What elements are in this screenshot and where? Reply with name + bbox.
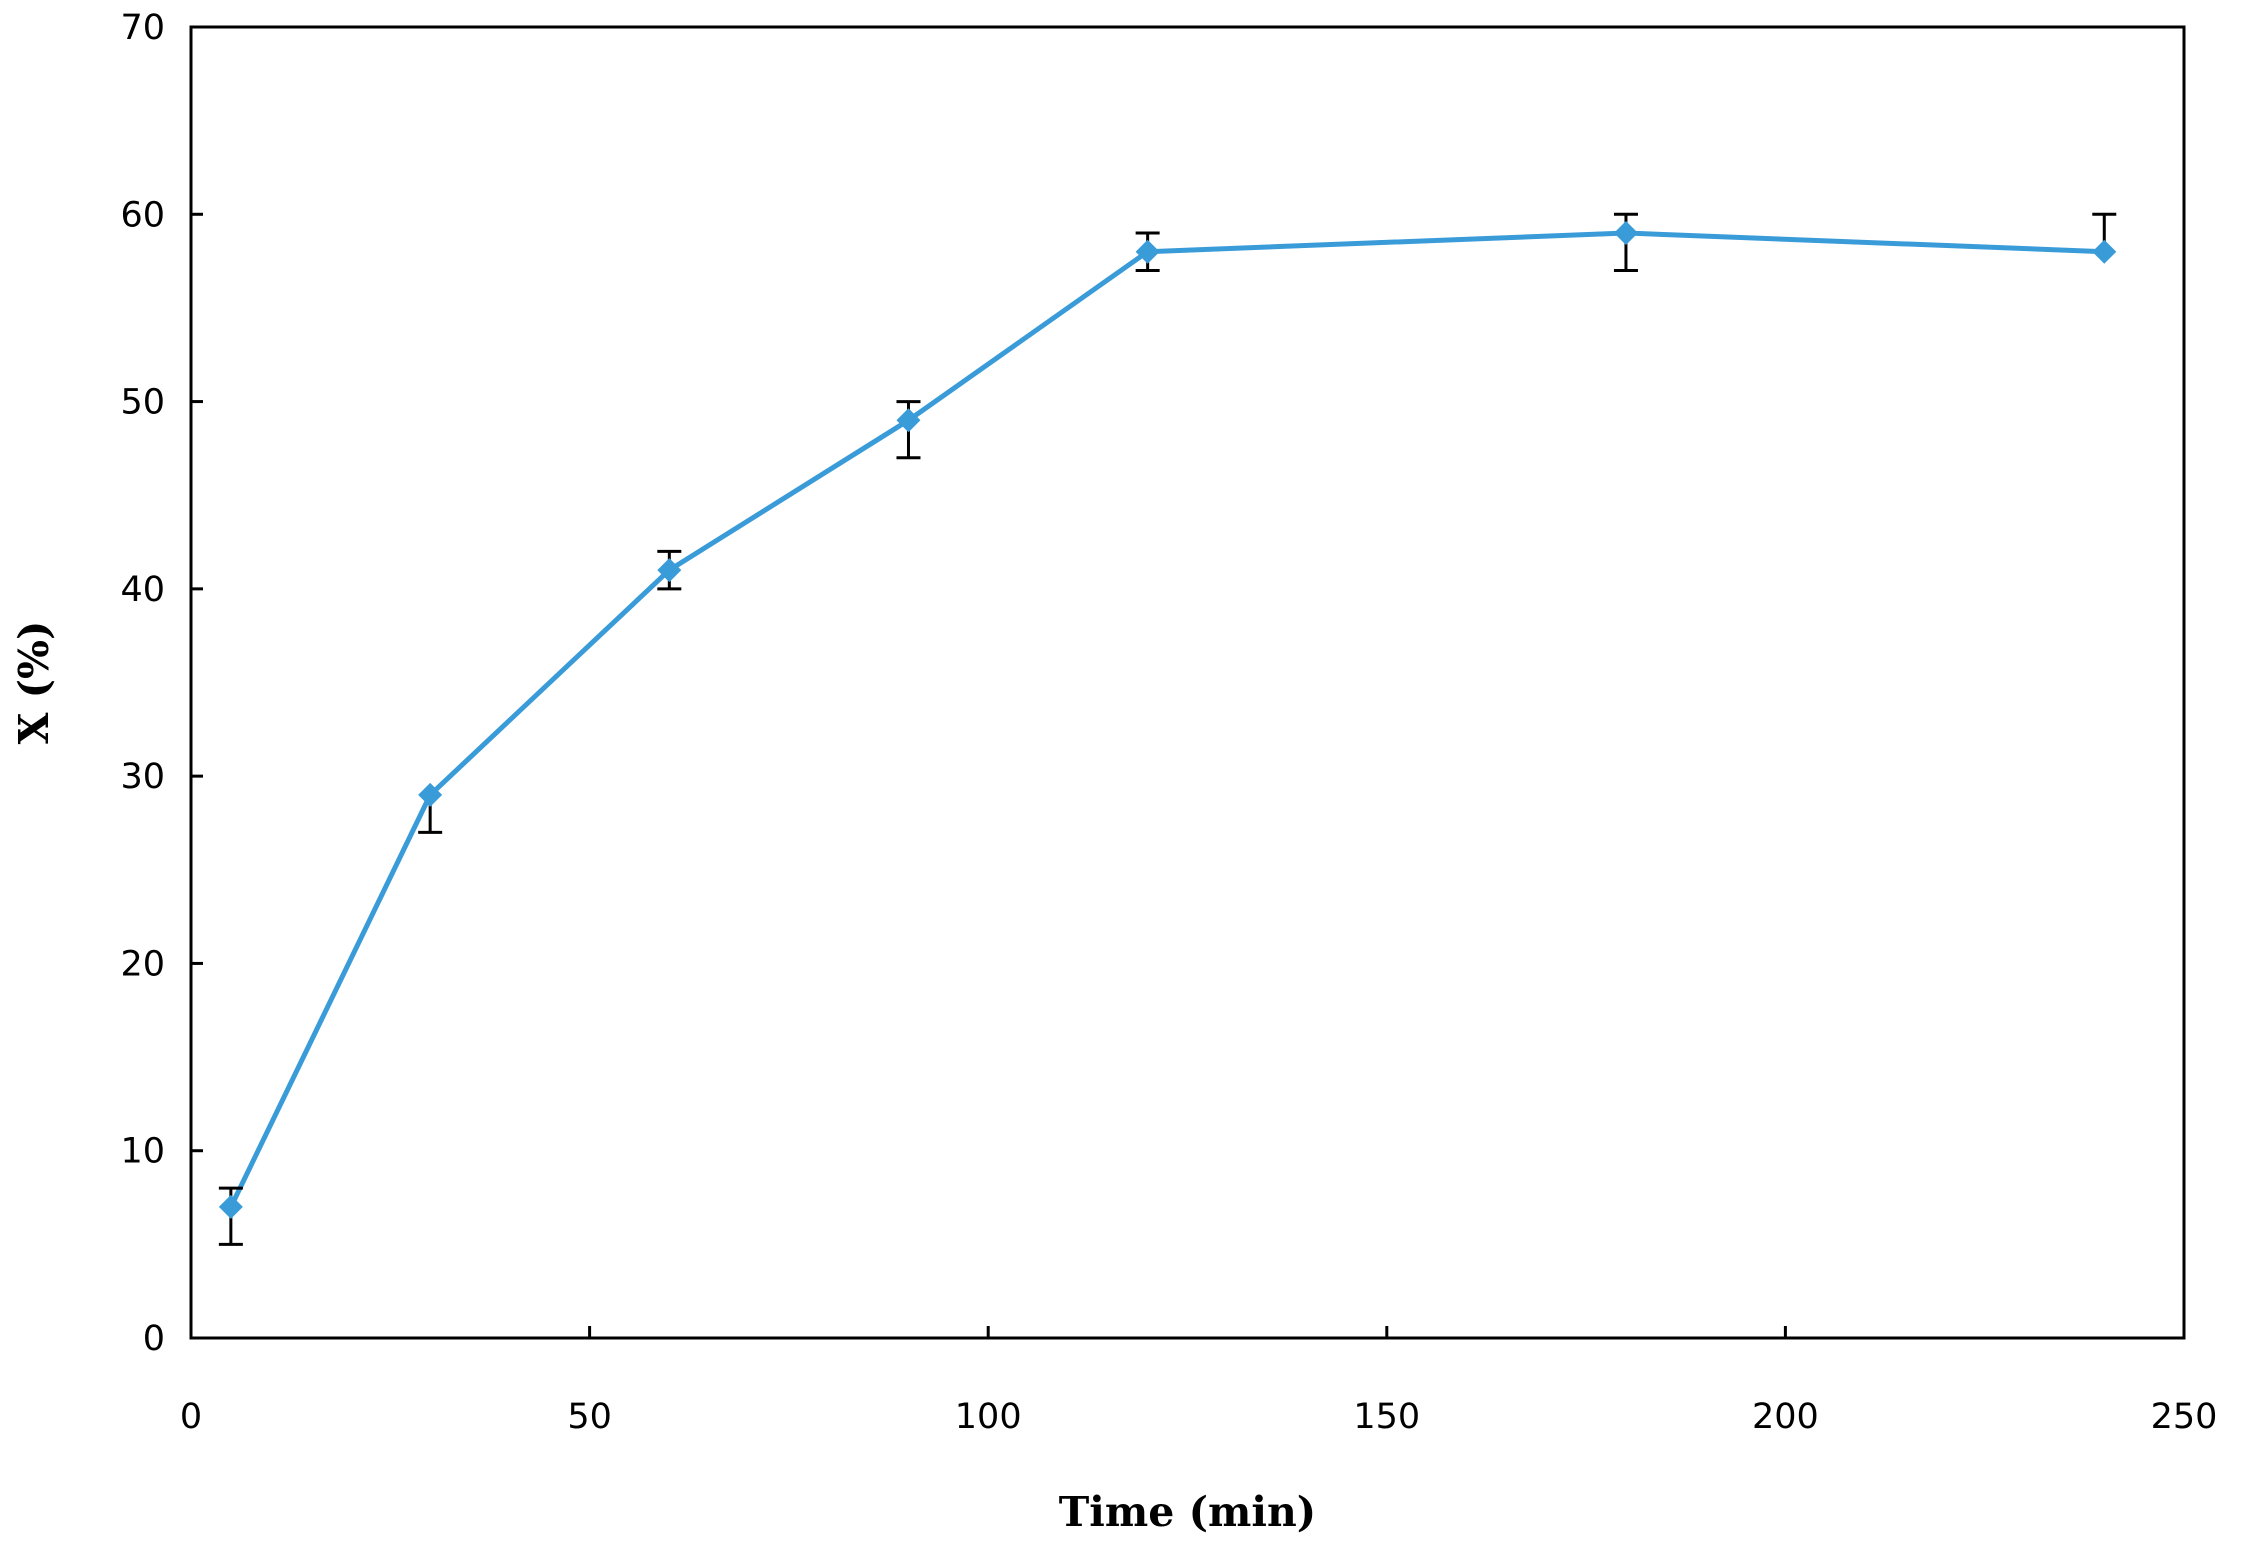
x-tick-label: 50 [567,1397,612,1437]
data-point-marker [418,782,443,807]
y-axis: 0 10 20 30 40 50 60 70 [120,8,203,1359]
x-axis-title: Time (min) [1059,1488,1316,1536]
y-tick-label: 10 [120,1132,165,1172]
data-point-marker [657,558,682,583]
y-tick-label: 40 [120,570,165,610]
y-axis-title: X (%) [10,621,58,745]
y-tick-label: 50 [120,383,165,423]
y-tick-label: 0 [143,1319,165,1359]
data-point-marker [218,1194,243,1219]
x-tick-label: 250 [2151,1397,2218,1437]
data-point-marker [1613,221,1638,246]
y-tick-label: 70 [120,8,165,48]
y-tick-label: 60 [120,195,165,235]
data-point-marker [896,408,921,433]
x-axis: 0 50 100 150 200 250 [180,1326,2218,1437]
x-tick-label: 150 [1353,1397,1420,1437]
y-tick-label: 30 [120,757,165,797]
x-tick-label: 100 [955,1397,1022,1437]
series-line [228,230,2105,1208]
series-layer [218,212,2117,1246]
data-point-marker [1135,239,1160,264]
x-tick-label: 0 [180,1397,202,1437]
data-point-marker [2092,239,2117,264]
x-tick-label: 200 [1752,1397,1819,1437]
plot-area [189,25,2186,1340]
y-tick-label: 20 [120,944,165,984]
